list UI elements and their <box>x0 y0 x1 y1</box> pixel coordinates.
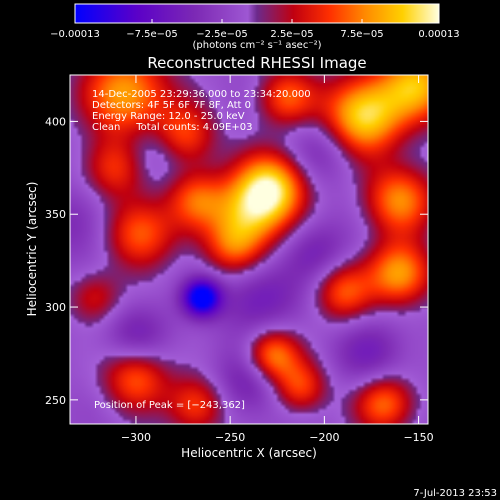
colorbar-tick-label: 2.5e−05 <box>270 29 313 40</box>
info-counts: Clean Total counts: 4.09E+03 <box>92 122 252 133</box>
chart-title: Reconstructed RHESSI Image <box>147 54 366 72</box>
y-tick-label: 250 <box>45 394 66 407</box>
colorbar-tick-label: −0.00013 <box>50 29 100 40</box>
x-tick-label: −300 <box>121 431 151 444</box>
colorbar-tick-label: −7.5e−05 <box>126 29 178 40</box>
x-tick-label: −150 <box>403 431 433 444</box>
heatmap-image <box>70 75 428 424</box>
colorbar-unit-label: (photons cm⁻² s⁻¹ asec⁻²) <box>192 40 321 51</box>
y-axis-label: Heliocentric Y (arcsec) <box>25 182 39 317</box>
x-tick-label: −250 <box>215 431 245 444</box>
y-tick-label: 300 <box>45 301 66 314</box>
x-axis-label: Heliocentric X (arcsec) <box>181 446 317 460</box>
timestamp: 7-Jul-2013 23:53 <box>413 488 497 499</box>
colorbar-tick-label: 0.00013 <box>418 29 459 40</box>
info-peak-position: Position of Peak = [−243,362] <box>94 400 245 411</box>
colorbar: −0.00013 −7.5e−05 −2.5e−05 2.5e−05 7.5e−05 0.… <box>50 3 460 51</box>
info-energy: Energy Range: 12.0 - 25.0 keV <box>92 111 245 122</box>
colorbar-tick-label: 7.5e−05 <box>340 29 383 40</box>
colorbar-tick-label: −2.5e−05 <box>196 29 248 40</box>
x-axis-ticks: −300 −250 −200 −150 <box>121 75 434 444</box>
x-tick-label: −200 <box>309 431 339 444</box>
y-tick-label: 350 <box>45 208 66 221</box>
y-axis-ticks: 250 300 350 400 <box>45 115 428 407</box>
plot-area <box>69 74 429 425</box>
y-tick-label: 400 <box>45 115 66 128</box>
colorbar-ticks: −0.00013 −7.5e−05 −2.5e−05 2.5e−05 7.5e−05 0.… <box>50 19 460 40</box>
colorbar-gradient <box>75 4 439 23</box>
info-time-range: 14-Dec-2005 23:29:36.000 to 23:34:20.000 <box>92 89 311 100</box>
info-detectors: Detectors: 4F 5F 6F 7F 8F, Att 0 <box>92 100 251 111</box>
